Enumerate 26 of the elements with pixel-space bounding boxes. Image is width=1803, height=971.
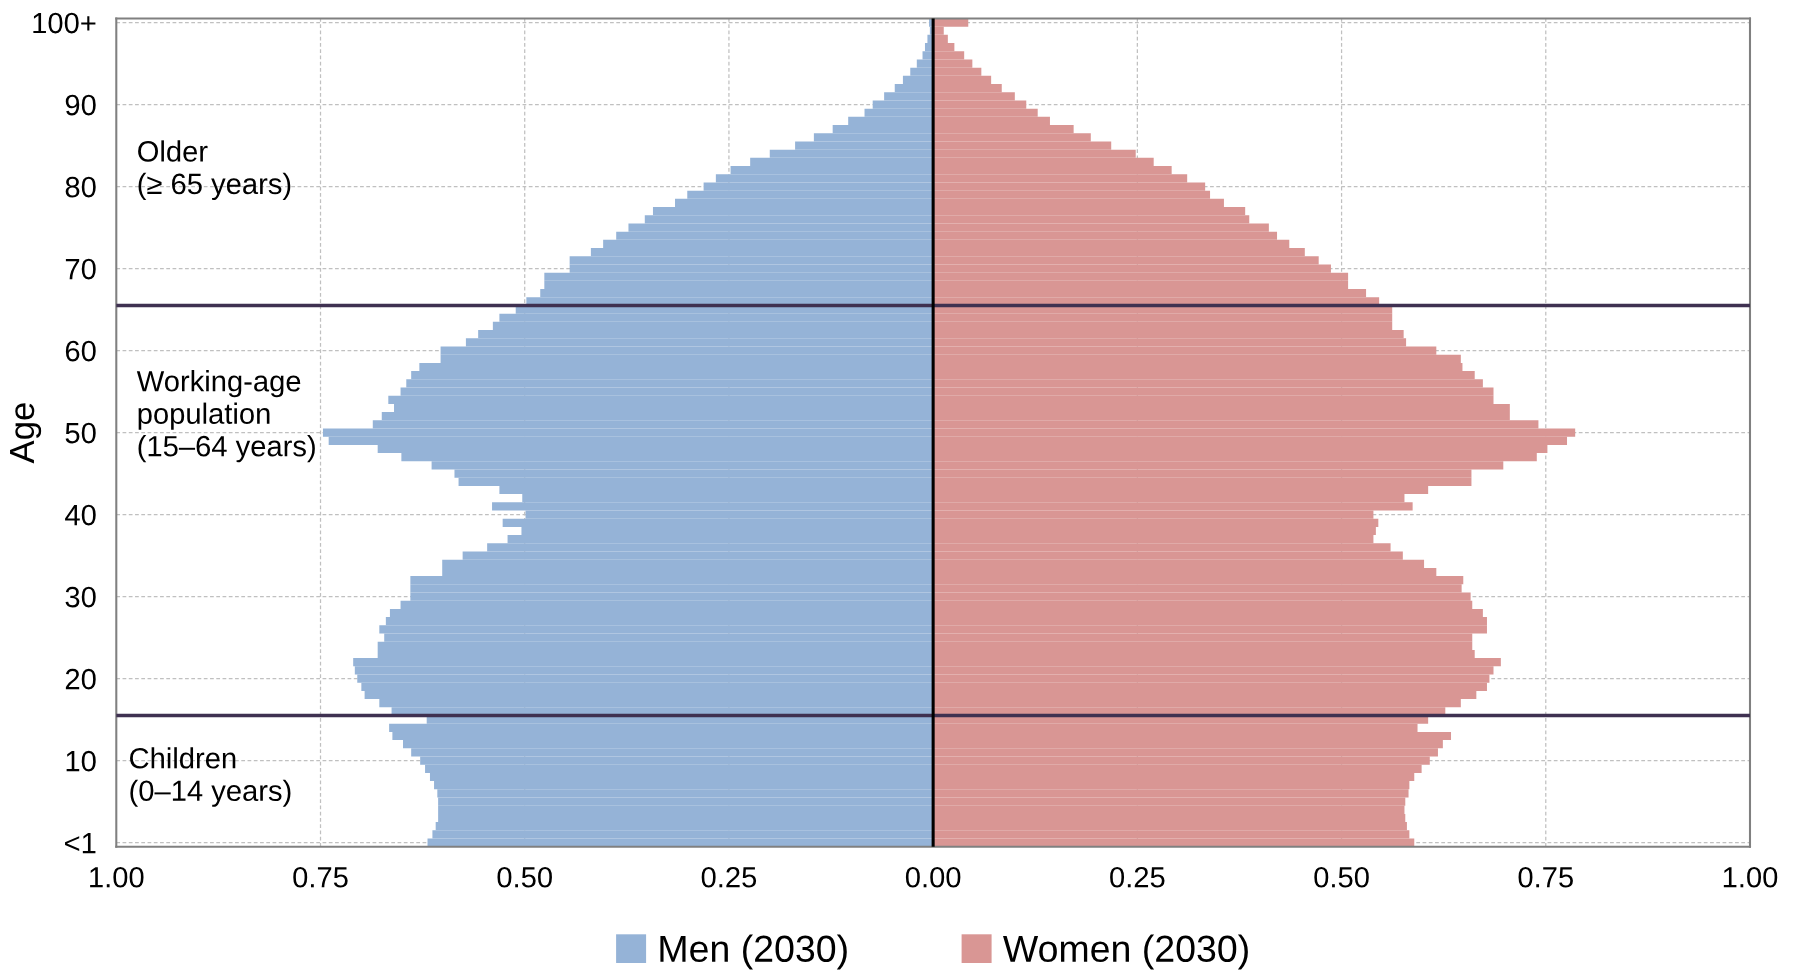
y-tick-label: <1 [65,833,96,854]
x-tick-label: 1.00 [90,866,144,888]
annotation: Older (≥ 65 years) [138,140,291,200]
legend-label: Women (2030) [1003,934,1248,970]
y-tick-label: 40 [65,504,96,526]
x-tick-label: 0.50 [497,866,552,888]
x-tick-label: 0.25 [1110,866,1165,888]
y-tick-label: 90 [65,94,96,116]
y-tick-label: 20 [65,668,96,690]
x-tick-label: 0.75 [293,866,348,888]
x-tick-label: 0.75 [1518,866,1573,888]
y-tick-label: 80 [65,176,96,198]
y-tick-label: 10 [66,750,96,772]
x-tick-label: 0.00 [905,866,961,888]
annotation: Working-age population (15–64 years) [136,370,315,463]
y-tick-label: 50 [65,422,96,444]
x-tick-label: 1.00 [1723,866,1778,888]
y-tick-label: 70 [65,258,96,280]
x-tick-label: 0.25 [701,866,757,888]
y-axis-title: Age [10,403,42,464]
y-tick-label: 60 [65,340,96,362]
y-tick-label: 100+ [33,12,96,34]
x-tick-label: 0.50 [1314,866,1369,888]
y-tick-label: 30 [65,586,96,608]
legend-label: Men (2030) [660,934,847,970]
annotation: Children (0–14 years) [130,747,291,807]
